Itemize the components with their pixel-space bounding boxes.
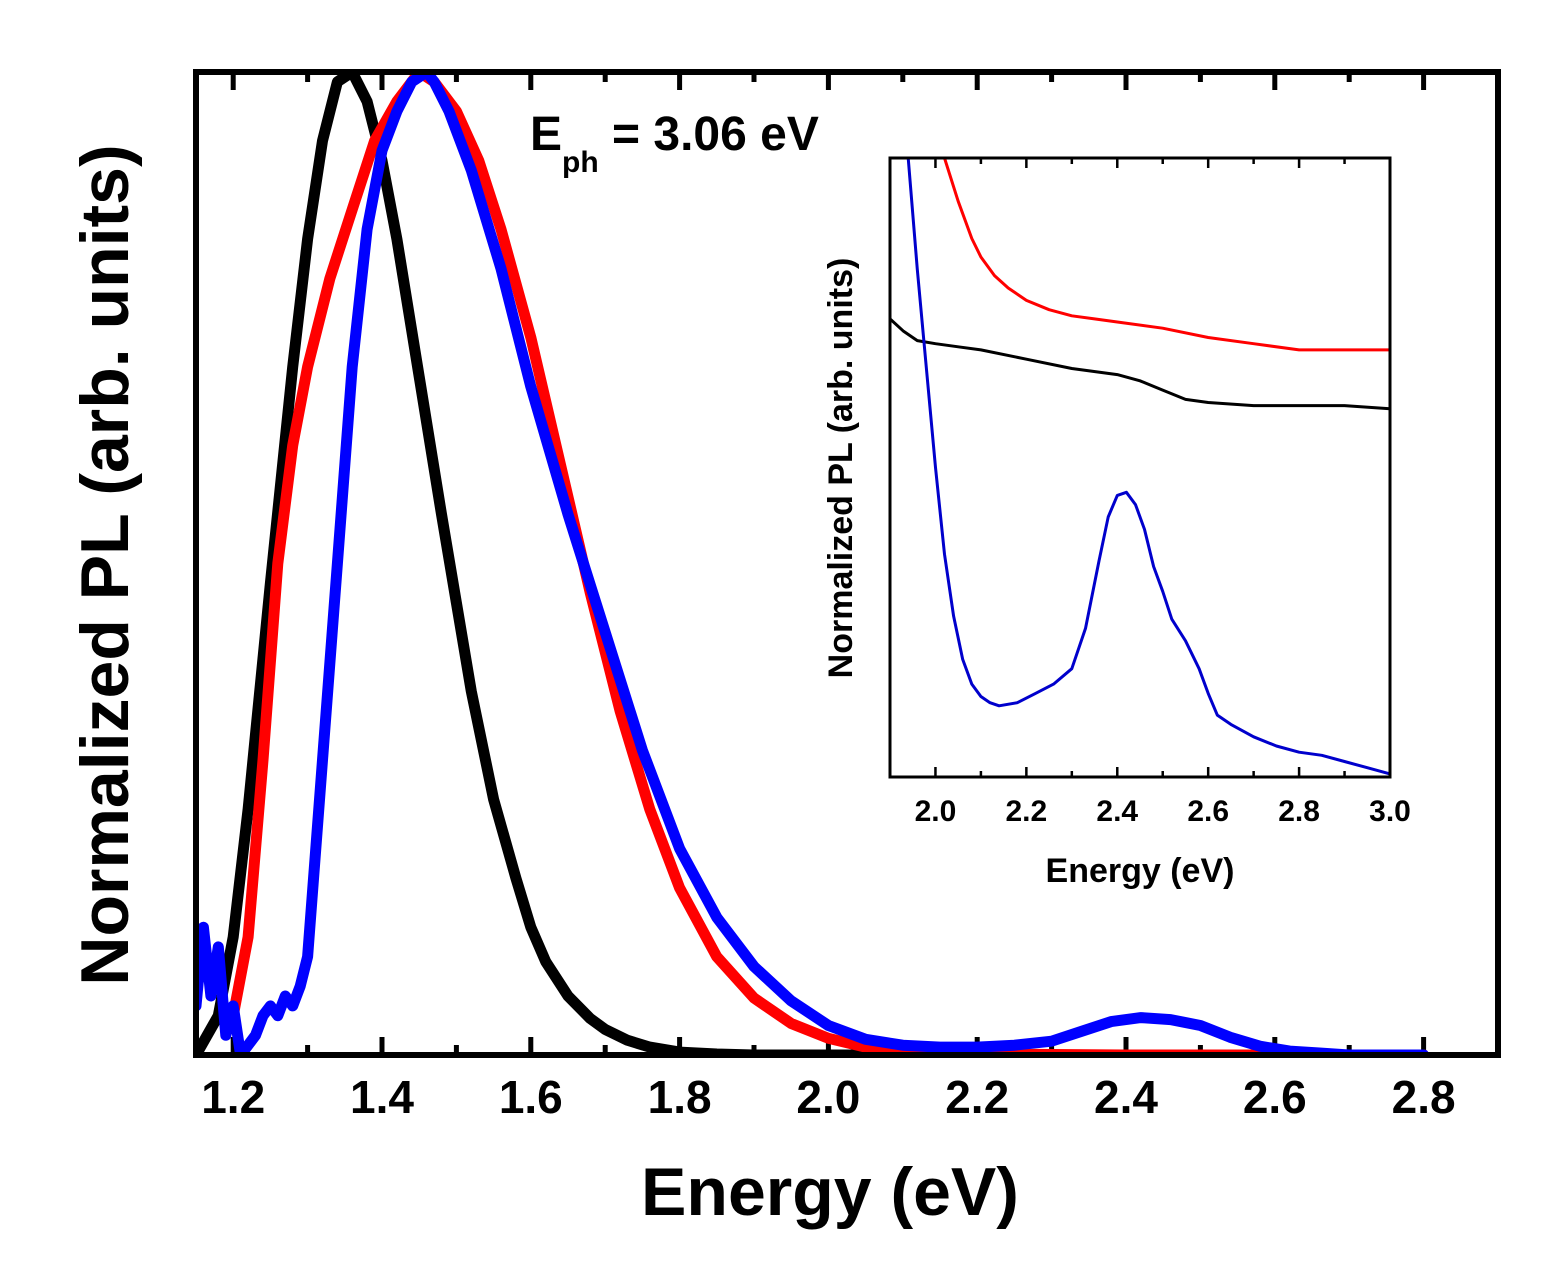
inset-x-tick-label: 2.2: [1006, 795, 1048, 828]
photon-energy-annotation: Eph = 3.06 eV: [530, 108, 819, 179]
main-x-tick-label: 2.2: [945, 1071, 1009, 1123]
inset-series-blue: [906, 158, 1390, 776]
annotation-subscript: ph: [562, 146, 599, 179]
annotation-rest: = 3.06 eV: [599, 108, 819, 161]
inset-background: [890, 158, 1390, 777]
inset-y-axis-label: Normalized PL (arb. units): [822, 258, 860, 679]
inset-x-tick-label: 2.0: [915, 795, 957, 828]
main-x-tick-label: 1.2: [201, 1071, 265, 1123]
main-x-tick-label: 2.8: [1392, 1071, 1456, 1123]
annotation-main: E: [530, 108, 562, 161]
inset-x-tick-labels: 2.0 2.2 2.4 2.6 2.8 3.0: [915, 795, 1411, 828]
main-x-tick-label: 2.4: [1094, 1071, 1158, 1123]
main-plot: 1.2 1.4 1.6 1.8 2.0 2.2 2.4 2.6 2.8: [193, 69, 1501, 1123]
main-x-tick-label: 1.4: [350, 1071, 414, 1123]
main-x-tick-label: 2.6: [1243, 1071, 1307, 1123]
inset-series-group: [890, 158, 1390, 776]
main-x-tick-label: 1.6: [499, 1071, 563, 1123]
inset-plot: 2.0 2.2 2.4 2.6 2.8 3.0: [888, 156, 1411, 828]
main-plot-frame: [193, 69, 1501, 1058]
inset-x-tick-label: 2.8: [1278, 795, 1320, 828]
main-series-blue: [196, 72, 1430, 1055]
main-x-tick-label: 1.8: [648, 1071, 712, 1123]
inset-x-tick-label: 2.4: [1096, 795, 1138, 828]
main-x-tick-label: 2.0: [796, 1071, 860, 1123]
inset-series-black: [890, 317, 1390, 411]
inset-x-axis-label: Energy (eV): [1046, 852, 1235, 890]
inset-series-red: [943, 158, 1390, 352]
main-x-tick-labels: 1.2 1.4 1.6 1.8 2.0 2.2 2.4 2.6 2.8: [201, 1071, 1455, 1123]
main-x-axis-label: Energy (eV): [641, 1154, 1019, 1230]
inset-x-tick-label: 2.6: [1187, 795, 1229, 828]
main-series-red: [227, 72, 1430, 1055]
inset-plot-frame: [888, 156, 1392, 779]
main-y-axis-label: Normalized PL (arb. units): [67, 144, 143, 985]
inset-x-tick-label: 3.0: [1369, 795, 1411, 828]
